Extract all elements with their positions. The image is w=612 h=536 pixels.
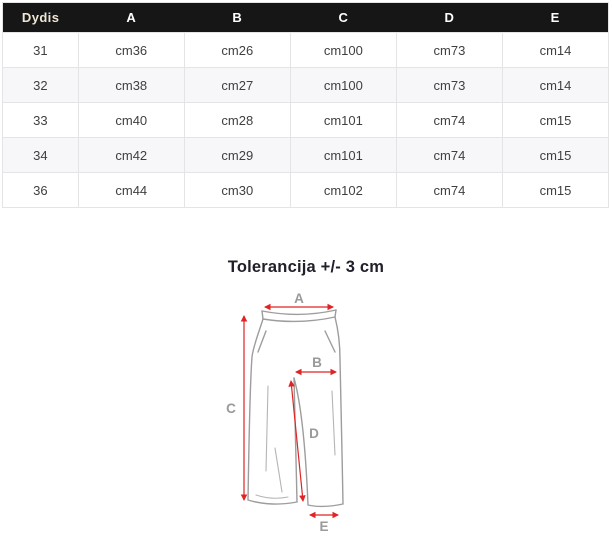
table-row: 31 cm36 cm26 cm100 cm73 cm14	[2, 32, 610, 68]
table-cell: cm27	[183, 67, 291, 103]
column-header-d: D	[444, 10, 455, 25]
table-cell: cm15	[501, 137, 610, 173]
table-cell: cm14	[501, 32, 610, 68]
measure-label-d: D	[309, 426, 319, 441]
measure-label-c: C	[226, 401, 236, 416]
measurement-arrows	[240, 303, 339, 519]
table-cell: cm101	[289, 137, 397, 173]
table-cell: cm28	[183, 102, 291, 138]
table-cell: cm74	[395, 137, 503, 173]
table-cell: cm73	[395, 32, 503, 68]
table-cell: cm73	[395, 67, 503, 103]
tolerance-note: Tolerancija +/- 3 cm	[227, 258, 385, 276]
size-cell: 36	[2, 172, 79, 208]
table-cell: cm74	[395, 102, 503, 138]
measure-label-e: E	[319, 519, 328, 534]
table-cell: cm100	[289, 32, 397, 68]
pants-measurement-diagram: A B C D E	[226, 291, 344, 534]
size-table-wrap: Dydis A B C D E 31 cm36 cm26 cm100 cm73 …	[0, 0, 612, 208]
table-cell: cm100	[289, 67, 397, 103]
table-cell: cm30	[183, 172, 291, 208]
measure-label-a: A	[294, 291, 304, 306]
table-cell: cm44	[77, 172, 185, 208]
column-header-dydis: Dydis	[21, 10, 60, 25]
size-cell: 31	[2, 32, 79, 68]
size-cell: 34	[2, 137, 79, 173]
measure-label-b: B	[312, 355, 322, 370]
table-cell: cm15	[501, 172, 610, 208]
size-cell: 32	[2, 67, 79, 103]
table-row: 33 cm40 cm28 cm101 cm74 cm15	[2, 102, 610, 138]
table-header-row: Dydis A B C D E	[2, 2, 609, 33]
size-table: Dydis A B C D E 31 cm36 cm26 cm100 cm73 …	[2, 2, 610, 208]
table-row: 34 cm42 cm29 cm101 cm74 cm15	[2, 137, 610, 173]
column-header-e: E	[550, 10, 560, 25]
table-cell: cm101	[289, 102, 397, 138]
column-header-b: B	[232, 10, 243, 25]
table-cell: cm38	[77, 67, 185, 103]
column-header-c: C	[338, 10, 349, 25]
table-cell: cm40	[77, 102, 185, 138]
table-cell: cm29	[183, 137, 291, 173]
table-cell: cm102	[289, 172, 397, 208]
table-row: 32 cm38 cm27 cm100 cm73 cm14	[2, 67, 610, 103]
tolerance-section: Tolerancija +/- 3 cm	[0, 258, 612, 536]
table-cell: cm26	[183, 32, 291, 68]
arrow-d	[288, 380, 306, 502]
table-cell: cm36	[77, 32, 185, 68]
pants-outline	[247, 309, 344, 508]
table-cell: cm14	[501, 67, 610, 103]
table-cell: cm42	[77, 137, 185, 173]
pants-crease-lines	[255, 385, 336, 499]
table-cell: cm15	[501, 102, 610, 138]
column-header-a: A	[126, 10, 137, 25]
table-cell: cm74	[395, 172, 503, 208]
table-row: 36 cm44 cm30 cm102 cm74 cm15	[2, 172, 610, 208]
size-cell: 33	[2, 102, 79, 138]
